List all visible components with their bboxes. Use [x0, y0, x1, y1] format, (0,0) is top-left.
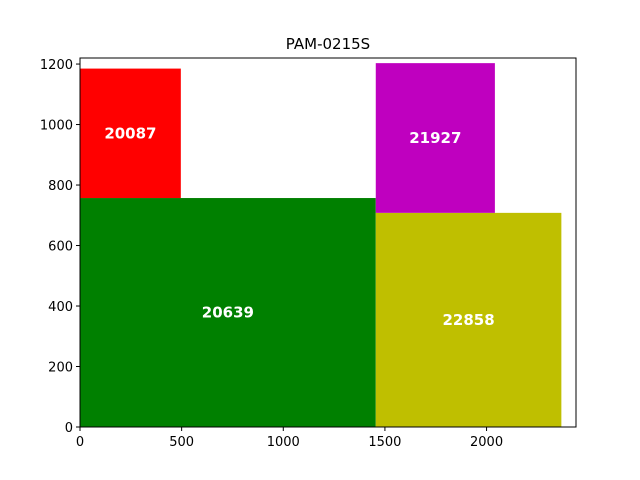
- rectangle-label-20639: 20639: [202, 304, 254, 322]
- x-tick-label: 2000: [470, 435, 503, 450]
- y-axis: 0 200 400 600 800 1000 1200: [40, 58, 80, 436]
- y-tick-label: 0: [65, 421, 73, 436]
- y-tick-label: 1000: [40, 119, 73, 134]
- y-tick-label: 800: [48, 179, 73, 194]
- y-tick-label: 200: [48, 361, 73, 376]
- x-axis: 0 500 1000 1500 2000: [76, 427, 503, 450]
- rectangles-layer: [80, 63, 562, 427]
- y-tick-label: 1200: [40, 58, 73, 73]
- rectangle-label-21927: 21927: [409, 129, 461, 147]
- chart-title: PAM-0215S: [286, 35, 370, 53]
- rectangle-21927: [375, 63, 495, 213]
- x-tick-label: 0: [76, 435, 84, 450]
- rectangle-20087: [80, 68, 181, 199]
- rectangle-22858: [375, 212, 562, 427]
- rectangle-label-20087: 20087: [104, 124, 156, 142]
- plot-frame: [79, 57, 577, 428]
- y-tick-label: 600: [48, 240, 73, 255]
- y-tick-label: 400: [48, 300, 73, 315]
- x-tick-label: 1000: [267, 435, 300, 450]
- rectangle-labels-layer: 20639 20087 22858 21927: [104, 124, 494, 329]
- rectangle-label-22858: 22858: [442, 311, 494, 329]
- x-tick-label: 1500: [368, 435, 401, 450]
- rectangle-20639: [80, 198, 376, 427]
- x-tick-label: 500: [169, 435, 194, 450]
